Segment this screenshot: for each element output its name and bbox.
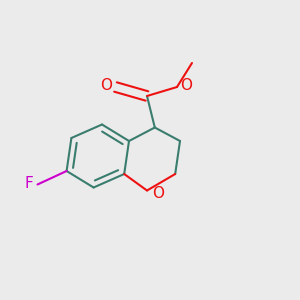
Text: O: O — [180, 78, 192, 93]
Text: O: O — [100, 78, 112, 93]
Text: F: F — [24, 176, 33, 191]
Text: O: O — [152, 186, 164, 201]
